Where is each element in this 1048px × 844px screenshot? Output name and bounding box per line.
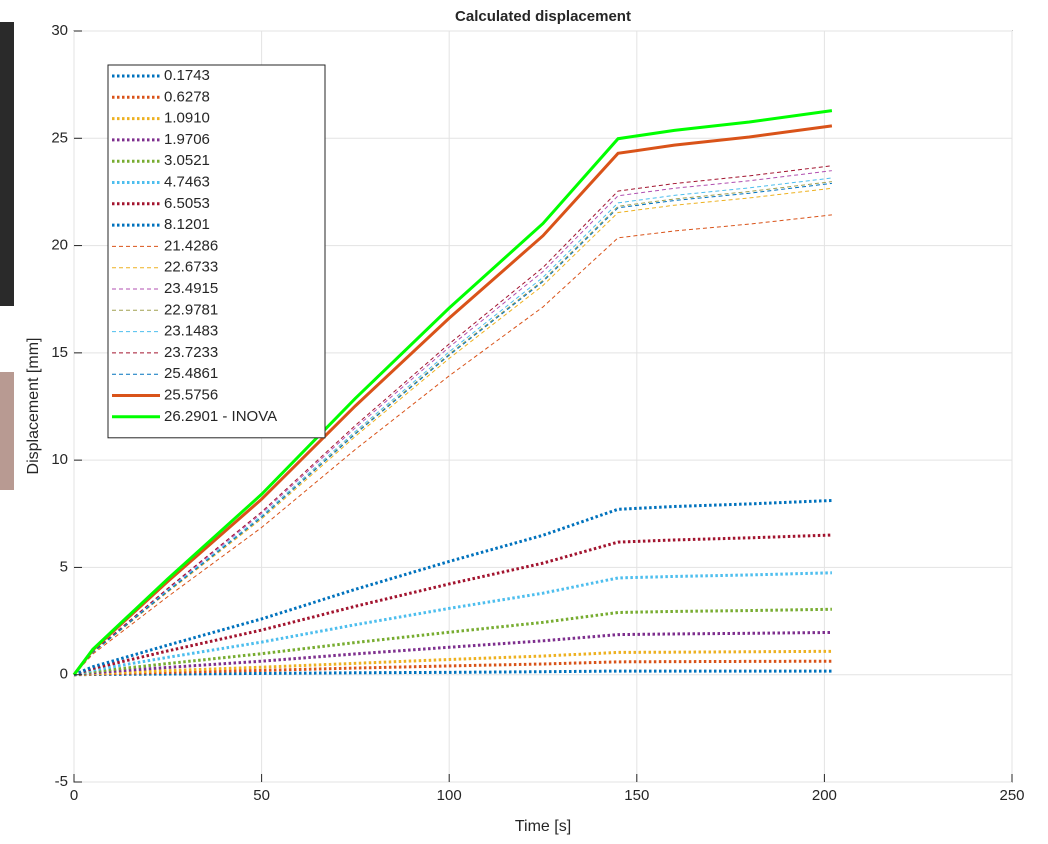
y-tick-label: 25 — [51, 129, 68, 146]
legend-label: 4.7463 — [164, 173, 210, 190]
x-tick-label: 150 — [624, 787, 649, 804]
y-tick-label: 30 — [51, 22, 68, 39]
legend-label: 0.1743 — [164, 67, 210, 84]
chart-title: Calculated displacement — [455, 8, 631, 25]
legend-label: 6.5053 — [164, 195, 210, 212]
y-axis-label: Displacement [mm] — [25, 338, 42, 475]
legend-label: 23.1483 — [164, 323, 218, 340]
series-line — [73, 659, 832, 677]
legend-label: 25.5756 — [164, 386, 218, 403]
x-axis-label: Time [s] — [515, 818, 571, 835]
legend-label: 25.4861 — [164, 365, 218, 382]
lines — [72, 109, 833, 677]
series-line — [72, 109, 833, 676]
legend-label: 22.6733 — [164, 259, 218, 276]
legend-label: 26.2901 - INOVA — [164, 408, 277, 425]
background-fragment — [0, 22, 14, 306]
legend-label: 3.0521 — [164, 152, 210, 169]
y-tick-label: -5 — [55, 773, 68, 790]
series-line — [73, 649, 832, 677]
x-tick-label: 250 — [999, 787, 1024, 804]
y-tick-label: 15 — [51, 344, 68, 361]
y-tick-label: 0 — [60, 666, 68, 683]
y-tick-label: 10 — [51, 451, 68, 468]
x-tick-label: 200 — [812, 787, 837, 804]
x-tick-label: 0 — [70, 787, 78, 804]
x-tick-label: 100 — [437, 787, 462, 804]
legend-label: 23.7233 — [164, 344, 218, 361]
series-line — [73, 165, 832, 676]
legend-label: 8.1201 — [164, 216, 210, 233]
legend-box — [107, 64, 326, 439]
legend-label: 22.9781 — [164, 301, 218, 318]
legend-label: 21.4286 — [164, 237, 218, 254]
legend-label: 23.4915 — [164, 280, 218, 297]
legend-label: 0.6278 — [164, 88, 210, 105]
y-tick-label: 20 — [51, 237, 68, 254]
series-line — [73, 630, 832, 677]
series-line — [73, 177, 832, 676]
series-line — [73, 571, 832, 677]
series-line — [73, 498, 832, 677]
series-line — [73, 214, 832, 676]
legend-label: 1.9706 — [164, 131, 210, 148]
background-fragment — [0, 372, 14, 490]
legend: 0.1743 0.6278 1.0910 1.9706 3.0521 4.7463 6.50… — [107, 64, 326, 439]
x-tick-label: 50 — [253, 787, 270, 804]
y-tick-label: 5 — [60, 558, 68, 575]
series-line — [73, 533, 832, 677]
legend-label: 1.0910 — [164, 110, 210, 127]
series-line — [73, 182, 832, 676]
series-line — [73, 669, 832, 677]
